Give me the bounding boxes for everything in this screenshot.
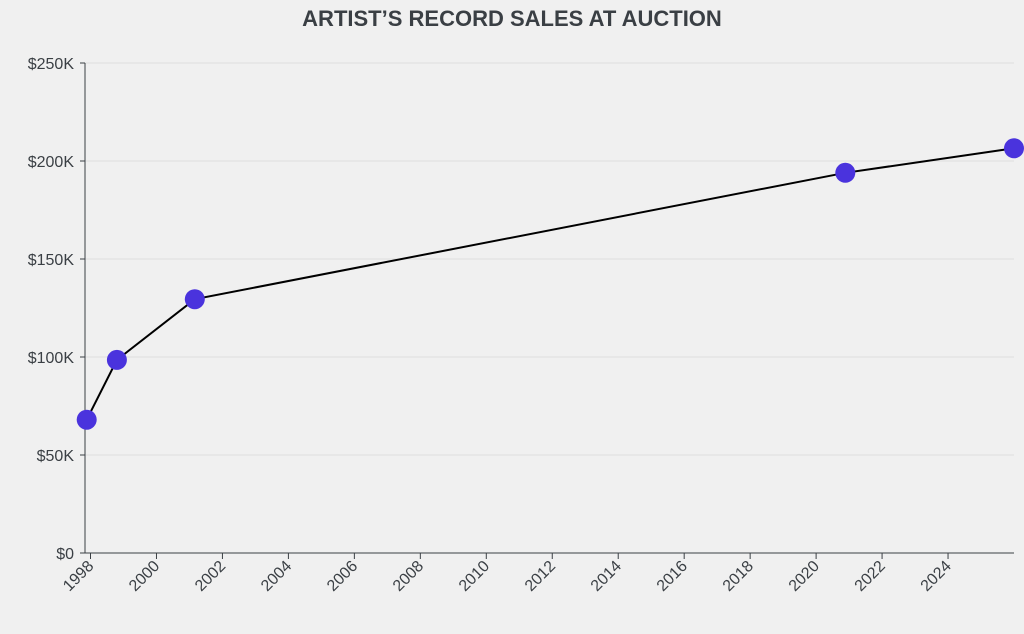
data-point[interactable]	[835, 162, 856, 183]
x-tick-label: 2012	[522, 558, 559, 595]
x-tick-label: 2000	[126, 558, 163, 595]
series-line	[85, 147, 1015, 421]
data-point[interactable]	[106, 349, 127, 370]
y-tick-label: $250K	[28, 56, 75, 73]
grid-lines	[85, 62, 1014, 456]
x-tick-label: 2024	[918, 558, 955, 595]
data-point[interactable]	[184, 289, 205, 310]
x-tick-label: 2004	[258, 558, 295, 595]
chart-title: ARTIST’S RECORD SALES AT AUCTION	[302, 6, 722, 31]
x-tick-label: 2018	[720, 558, 757, 595]
y-tick-label: $150K	[28, 252, 75, 269]
x-tick-label: 2002	[192, 558, 229, 595]
x-tick-label: 2016	[654, 558, 691, 595]
x-tick-label: 2014	[588, 558, 625, 595]
y-tick-label: $50K	[37, 448, 75, 465]
x-tick-label: 2022	[852, 558, 889, 595]
data-point[interactable]	[1004, 138, 1024, 159]
x-tick-label: 2020	[786, 558, 823, 595]
y-tick-label: $0	[56, 546, 74, 563]
x-tick-label: 2010	[456, 558, 493, 595]
data-point[interactable]	[76, 409, 97, 430]
y-tick-label: $200K	[28, 154, 75, 171]
data-series	[76, 138, 1024, 430]
x-tick-label: 1998	[60, 558, 97, 595]
x-tick-label: 2006	[324, 558, 361, 595]
y-tick-label: $100K	[28, 350, 75, 367]
x-tick-label: 2008	[390, 558, 427, 595]
axes: $0 $50K $100K $150K $200K $250K 1998 2000 2002 20…	[28, 56, 1014, 595]
